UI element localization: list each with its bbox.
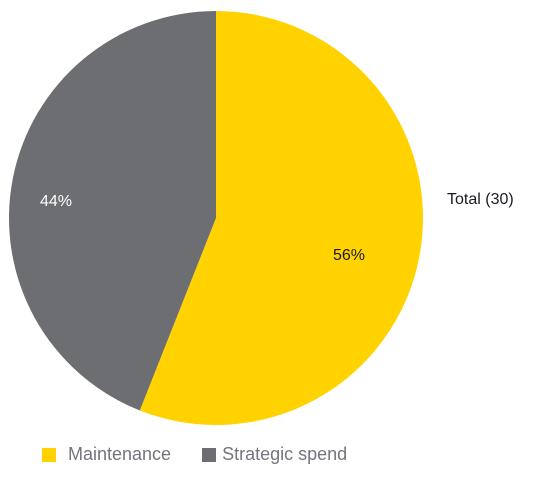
pie-label-strategic-spend: 44% (40, 193, 72, 210)
legend-item-maintenance: Maintenance (42, 444, 171, 465)
total-label: Total (30) (447, 191, 514, 208)
pie-slice-strategic-spend (8, 11, 217, 411)
pie-chart: 56% 44% (8, 11, 423, 425)
pie-slice-maintenance (139, 11, 423, 425)
legend-swatch-strategic-spend (202, 447, 217, 462)
legend-label-strategic-spend: Strategic spend (222, 444, 348, 464)
legend-label-maintenance: Maintenance (68, 444, 172, 464)
legend-swatch-maintenance (42, 447, 56, 462)
pie-label-maintenance: 56% (333, 247, 365, 264)
legend-item-strategic-spend: Strategic spend (202, 444, 347, 465)
legend: Maintenance Strategic spend (42, 444, 347, 465)
